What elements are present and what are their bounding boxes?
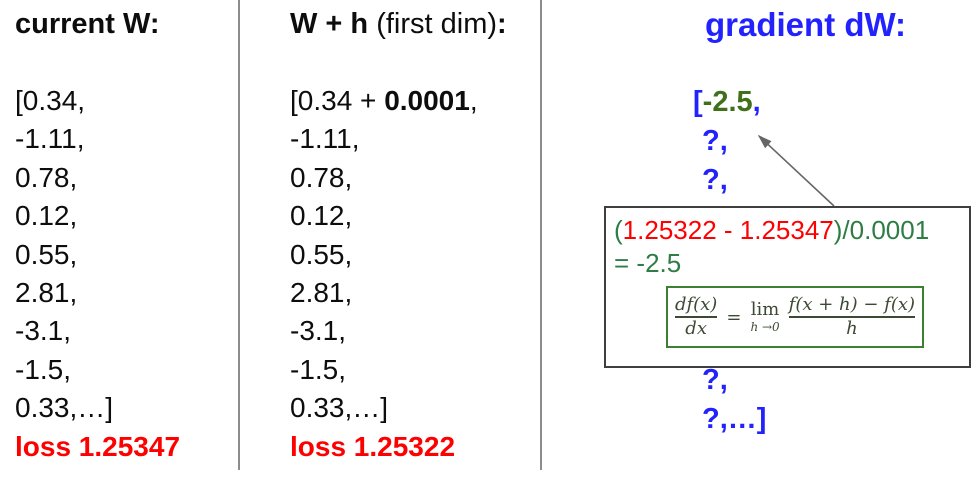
difference-quotient-line: (1.25322 - 1.25347)/0.0001 <box>614 215 930 245</box>
gradient-unknown-entry: ?, <box>702 164 728 196</box>
weight-value: -1.11, <box>290 123 360 155</box>
weight-value: -1.5, <box>15 353 72 385</box>
gradient-unknown-entry: ?, <box>702 364 728 396</box>
column-divider <box>238 0 240 470</box>
weight-value: -1.5, <box>290 353 347 385</box>
weight-value: 2.81, <box>290 277 353 309</box>
weight-value: 0.12, <box>290 200 353 232</box>
gradient-result-line: = -2.5 <box>614 248 682 278</box>
gradient-computation: (1.25322 - 1.25347)/0.0001 = -2.5 <box>614 214 929 280</box>
weight-value-perturbed: [0.34 + 0.0001, <box>290 85 478 116</box>
gradient-first-value: -2.5 <box>702 86 753 118</box>
current-w-title: current W: <box>15 8 160 40</box>
weight-value: 0.33,…] <box>290 392 389 424</box>
numeric-gradient-callout: (1.25322 - 1.25347)/0.0001 = -2.5 df(x) … <box>604 206 971 368</box>
weight-value: 0.78, <box>15 161 78 193</box>
weight-value: 2.81, <box>15 277 78 309</box>
limit-block: lim h →0 <box>750 299 780 334</box>
loss-difference: 1.25322 - 1.25347 <box>622 215 834 245</box>
current-w-values: [0.34, -1.11, 0.78, 0.12, 0.55, 2.81, -3… <box>15 82 180 466</box>
gradient-values-top: [-2.5, ?, ?, <box>693 83 761 200</box>
w-plus-h-values: [0.34 + 0.0001, -1.11, 0.78, 0.12, 0.55,… <box>290 82 478 466</box>
fraction-bar <box>674 316 718 318</box>
gradient-dw-title: gradient dW: <box>705 6 907 43</box>
open-bracket: [ <box>693 86 703 118</box>
weight-value: -3.1, <box>290 315 347 347</box>
derivative-fraction: df(x) dx <box>674 293 718 339</box>
weight-value: 0.55, <box>15 238 78 270</box>
weight-value: 0.55, <box>290 238 353 270</box>
perturbed-loss-value: loss 1.25322 <box>290 430 456 462</box>
weight-value: 0.12, <box>15 200 78 232</box>
current-loss-value: loss 1.25347 <box>15 430 181 462</box>
gradient-unknown-entry: ?, <box>702 125 728 157</box>
difference-quotient-fraction: f(x + h) − f(x) h <box>788 293 916 339</box>
column-divider <box>540 0 542 470</box>
weight-value: [0.34, <box>15 85 86 116</box>
fraction-bar <box>788 316 916 318</box>
gradient-values-bottom: ?, ?,…] <box>702 361 766 439</box>
h-increment: 0.0001 <box>384 85 470 116</box>
weight-value: -1.11, <box>15 123 85 155</box>
limit-subscript: h →0 <box>750 320 780 334</box>
weight-value: 0.78, <box>290 161 353 193</box>
w-plus-h-title-main: W + h <box>290 8 369 40</box>
w-plus-h-title-colon: : <box>497 8 507 40</box>
gradient-first-entry: [-2.5, <box>693 86 761 118</box>
weight-value: -3.1, <box>15 315 72 347</box>
gradient-unknown-entry: ?,…] <box>702 403 767 435</box>
w-plus-h-title-note: (first dim) <box>368 8 498 40</box>
derivative-formula: df(x) dx = lim h →0 f(x + h) − f(x) h <box>666 286 924 348</box>
weight-value: 0.33,…] <box>15 392 114 424</box>
equals-sign: = <box>726 306 742 328</box>
w-plus-h-title: W + h (first dim): <box>290 8 507 41</box>
